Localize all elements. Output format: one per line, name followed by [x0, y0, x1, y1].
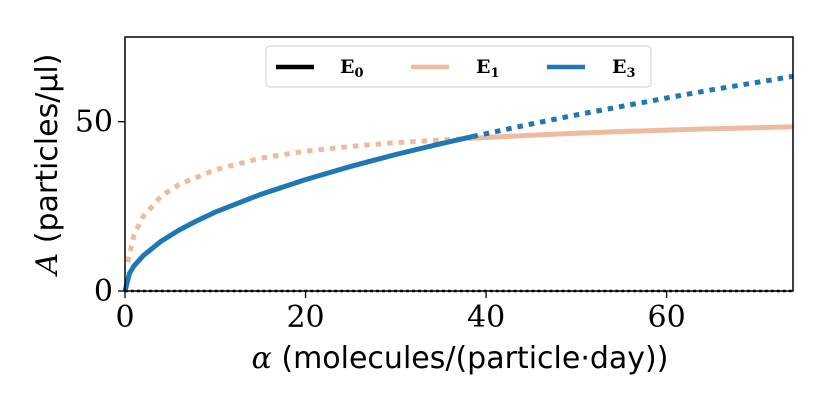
x-tick-label: 40 — [467, 300, 505, 335]
legend-label-e3: E3 — [612, 56, 636, 81]
series-e3-solid-line — [122, 134, 474, 292]
legend-box — [265, 45, 652, 88]
x-axis-label: α (molecules/(particle·day)) — [252, 341, 669, 376]
x-tick-label: 20 — [286, 300, 324, 335]
y-axis-label: A (particles/μl) — [30, 54, 65, 278]
x-tick-label: 0 — [115, 300, 134, 335]
series-e1-dotted-line — [125, 135, 473, 263]
y-tick-label: 50 — [75, 105, 113, 140]
x-tick-label: 60 — [648, 300, 686, 335]
y-tick-label: 0 — [94, 274, 113, 309]
plot-lines — [122, 73, 794, 293]
legend: E0 E1 E3 — [265, 45, 652, 88]
series-e1-solid-line — [472, 124, 794, 141]
series-e3-dotted-line — [471, 73, 794, 140]
plot-frame — [124, 36, 794, 292]
legend-label-e1: E1 — [476, 56, 500, 81]
axis-ticks: 0 20 40 60 0 50 — [75, 105, 686, 335]
legend-label-e0: E0 — [340, 56, 364, 81]
